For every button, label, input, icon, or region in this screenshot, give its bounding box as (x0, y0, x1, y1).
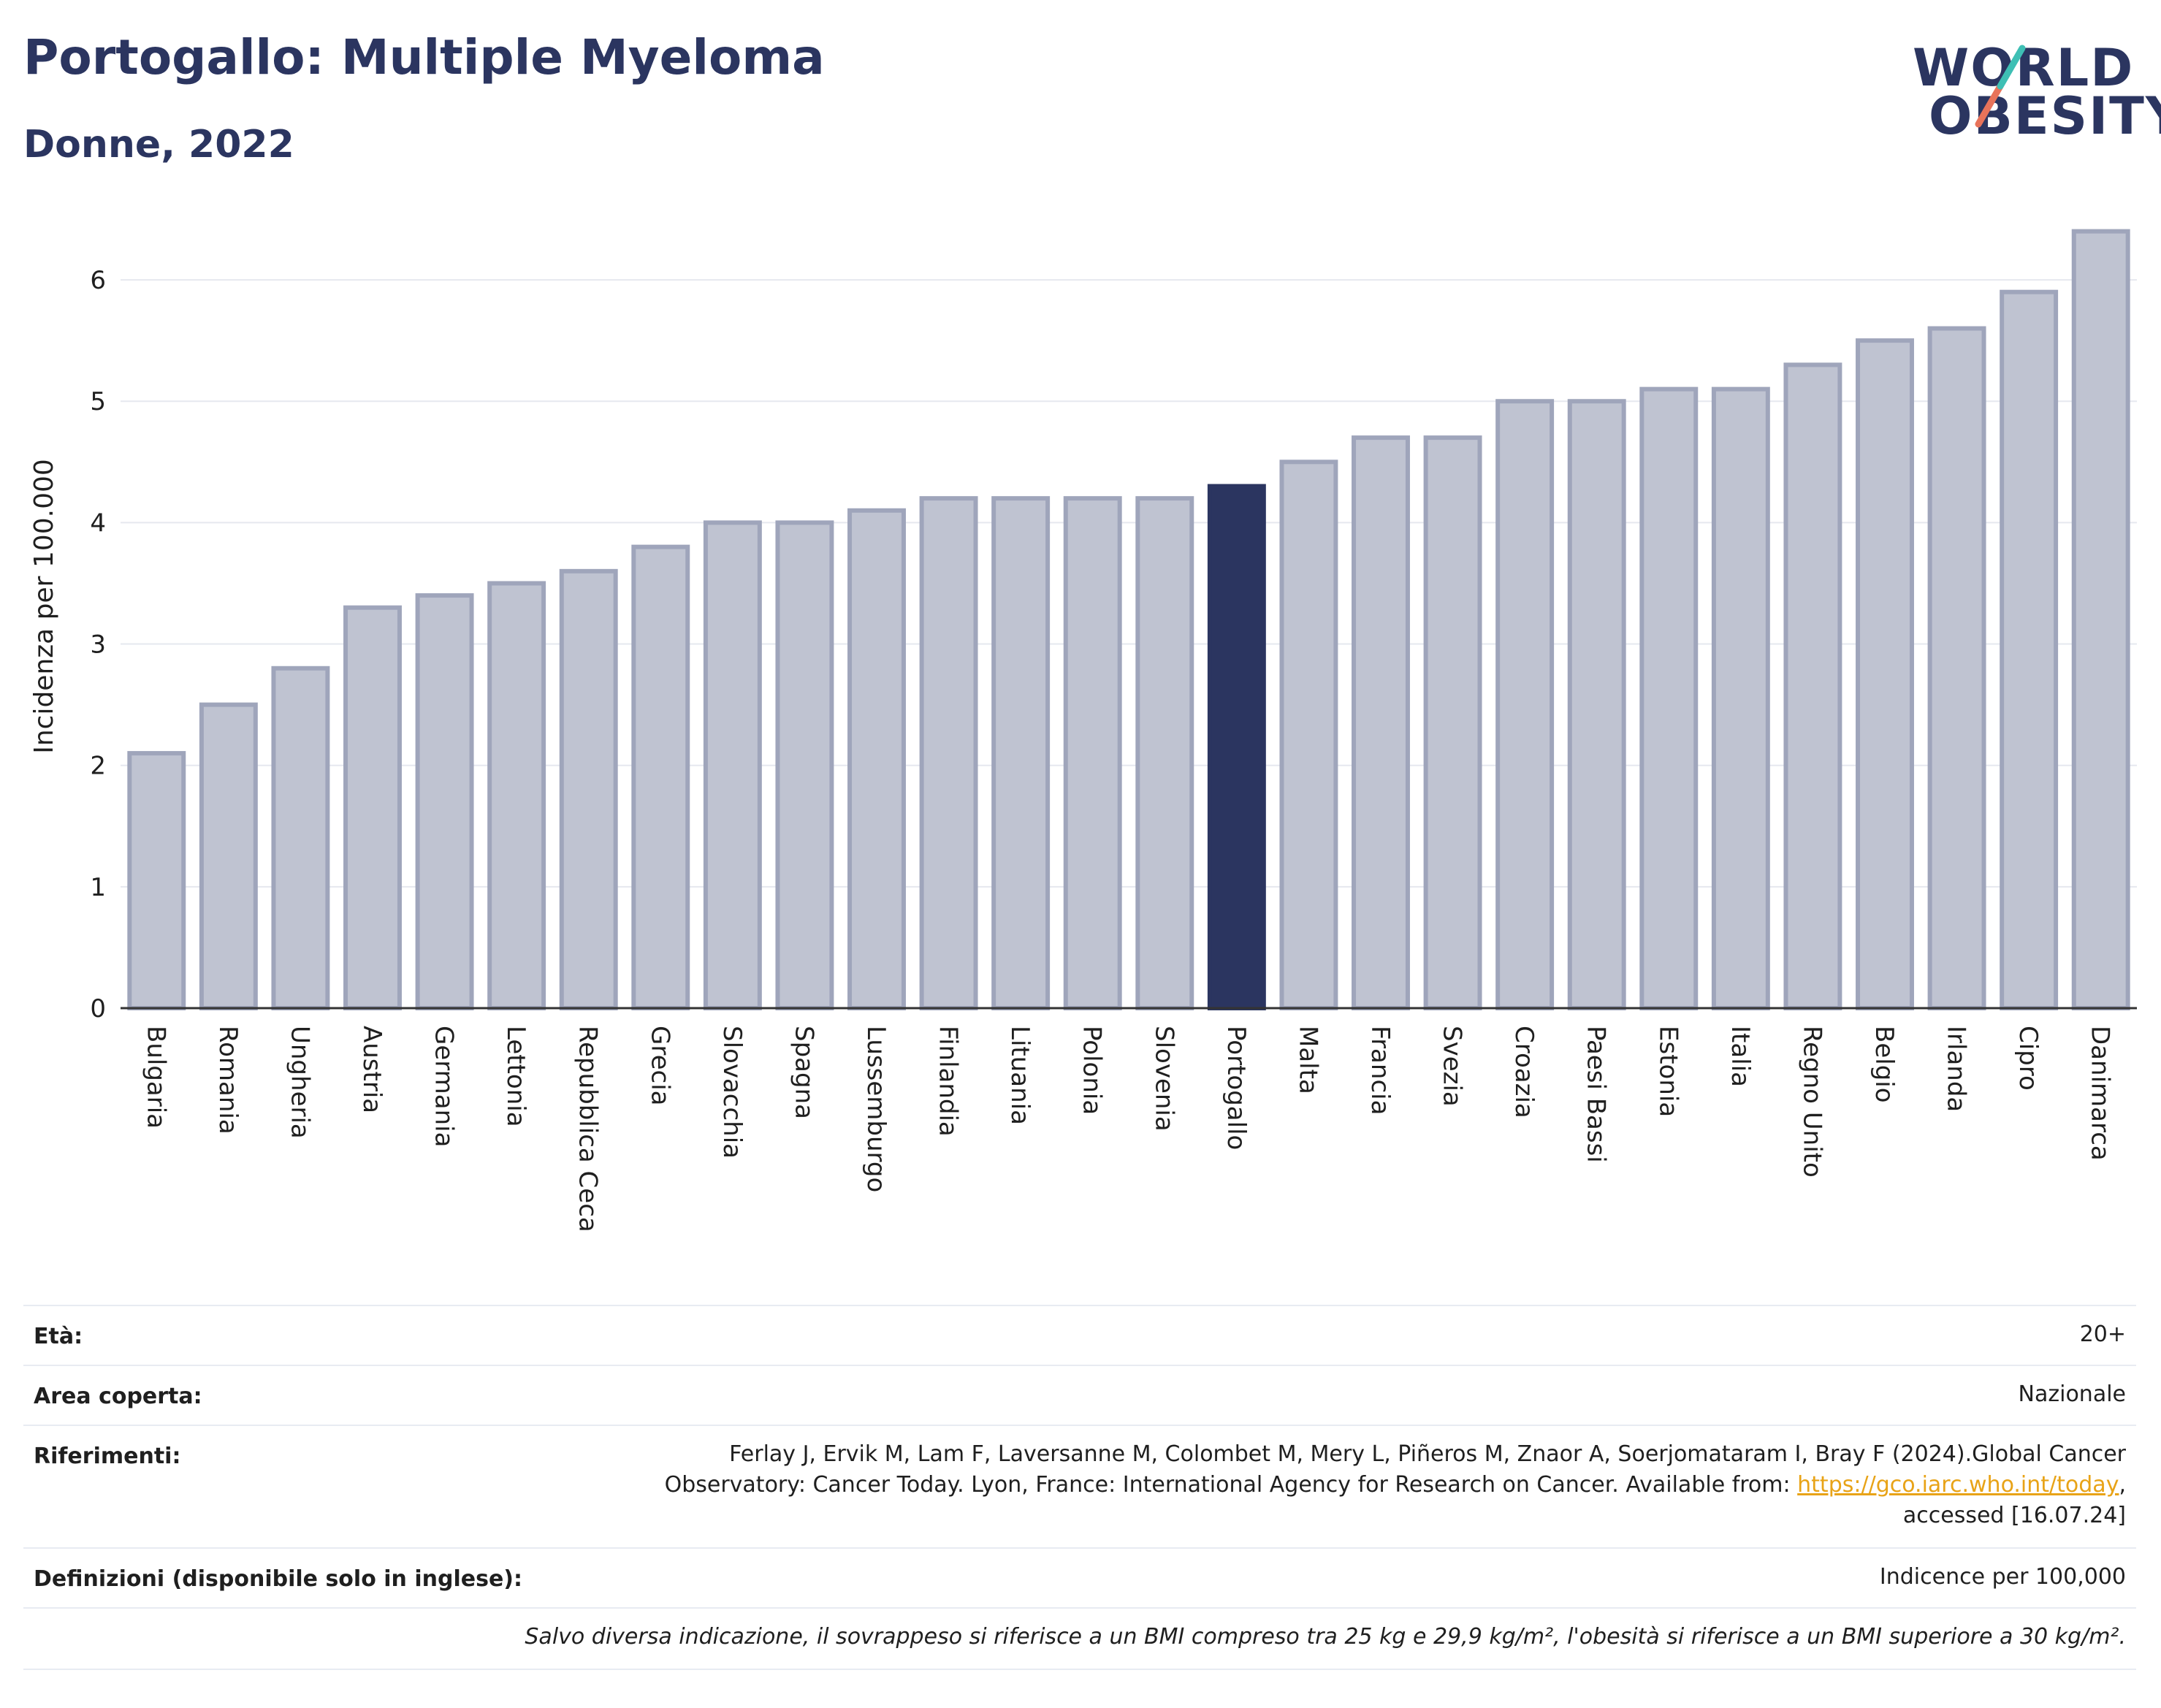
bar (991, 496, 1051, 1010)
bar (343, 605, 402, 1010)
x-tick-label: Svezia (1438, 1026, 1467, 1107)
bar (847, 508, 906, 1010)
area-label: Area coperta: (34, 1384, 202, 1409)
bar (199, 702, 258, 1010)
bar (2071, 229, 2130, 1011)
y-tick-label: 0 (90, 994, 106, 1023)
bar (127, 751, 186, 1010)
page-subtitle: Donne, 2022 (23, 123, 294, 167)
bar-highlighted (1207, 484, 1266, 1010)
x-tick-label: Slovenia (1149, 1026, 1178, 1132)
x-tick-label: Estonia (1653, 1026, 1682, 1117)
bar (1495, 399, 1555, 1010)
y-axis-ticks: 0 1 2 3 4 5 6 (90, 266, 106, 1023)
x-tick-label: Irlanda (1942, 1026, 1971, 1112)
ref-line-3: accessed [16.07.24] (1902, 1503, 2126, 1528)
bar (271, 666, 330, 1010)
ref-line-2-text: Observatory: Cancer Today. Lyon, France:… (664, 1472, 1798, 1498)
x-tick-label: Lituania (1005, 1026, 1034, 1125)
y-tick-label: 6 (90, 266, 106, 295)
logo-line-2: OBESITY (1929, 86, 2161, 146)
info-row-area: Area coperta: Nazionale (23, 1365, 2136, 1426)
y-tick-label: 3 (90, 630, 106, 660)
info-row-eta: Età: 20+ (23, 1305, 2136, 1366)
x-axis-ticks: Bulgaria Romania Ungheria Austria Germania Le… (141, 1026, 2114, 1232)
def-label: Definizioni (disponibile solo in inglese… (34, 1566, 522, 1592)
x-tick-label: Lussemburgo (861, 1026, 891, 1192)
info-row-note: Salvo diversa indicazione, il sovrappeso… (23, 1607, 2136, 1670)
bar (415, 593, 474, 1010)
ref-line-2-end: , (2119, 1472, 2126, 1498)
x-tick-label: Italia (1726, 1026, 1755, 1087)
ref-line-1: Ferlay J, Ervik M, Lam F, Laversanne M, … (729, 1441, 2126, 1467)
x-tick-label: Malta (1293, 1026, 1322, 1094)
x-tick-label: Lettonia (501, 1026, 530, 1127)
bar-chart: 0 1 2 3 4 5 6 Bulgaria Romania Ungheria Austria Ge… (29, 229, 2137, 1232)
y-tick-label: 4 (90, 508, 106, 538)
bar (1639, 386, 1699, 1010)
def-value: Indicence per 100,000 (1879, 1564, 2126, 1590)
y-tick-label: 1 (90, 873, 106, 902)
x-tick-label: Germania (430, 1026, 459, 1147)
chart-bars (127, 229, 2130, 1011)
x-tick-label: Romania (213, 1026, 243, 1135)
x-tick-label: Spagna (789, 1026, 818, 1119)
x-tick-label: Polonia (1078, 1026, 1107, 1115)
ref-link[interactable]: https://gco.iarc.who.int/today (1797, 1472, 2119, 1498)
y-tick-label: 2 (90, 752, 106, 781)
info-row-definizioni: Definizioni (disponibile solo in inglese… (23, 1547, 2136, 1609)
x-tick-label: Belgio (1870, 1026, 1899, 1103)
x-tick-label: Croazia (1509, 1026, 1539, 1118)
x-tick-label: Paesi Bassi (1582, 1026, 1611, 1163)
ref-label: Riferimenti: (34, 1444, 181, 1469)
bar (631, 544, 690, 1010)
bar (1783, 362, 1842, 1010)
x-tick-label: Danimarca (2086, 1026, 2115, 1161)
x-tick-label: Austria (357, 1026, 386, 1113)
footnote: Salvo diversa indicazione, il sovrappeso… (525, 1624, 2126, 1650)
bar (1927, 326, 1986, 1010)
eta-label: Età: (34, 1324, 83, 1349)
x-tick-label: Grecia (645, 1026, 674, 1105)
ref-value: Ferlay J, Ervik M, Lam F, Laversanne M, … (665, 1439, 2126, 1531)
x-tick-label: Repubblica Ceca (573, 1026, 603, 1232)
bar (703, 520, 762, 1010)
x-tick-label: Francia (1365, 1026, 1395, 1115)
bar (919, 496, 978, 1010)
ref-line-2: Observatory: Cancer Today. Lyon, France:… (665, 1470, 2126, 1501)
area-value: Nazionale (2018, 1381, 2126, 1407)
y-tick-label: 5 (90, 387, 106, 416)
x-tick-label: Ungheria (285, 1026, 314, 1139)
bar (2000, 289, 2059, 1010)
x-tick-label: Finlandia (934, 1026, 963, 1137)
bar (559, 568, 618, 1010)
y-axis-label: Incidenza per 100.000 (29, 459, 59, 754)
bar (1279, 460, 1338, 1010)
bar (1423, 435, 1482, 1010)
bar (487, 581, 546, 1010)
bar (1856, 338, 1914, 1010)
page-title: Portogallo: Multiple Myeloma (23, 29, 825, 85)
bar (1711, 386, 1770, 1010)
x-tick-label: Cipro (2013, 1026, 2043, 1091)
bar (1135, 496, 1194, 1010)
logo-slash-icon (1975, 45, 2026, 128)
eta-value: 20+ (2079, 1322, 2126, 1347)
bar (775, 520, 834, 1010)
x-tick-label: Portogallo (1221, 1026, 1251, 1150)
info-row-riferimenti: Riferimenti: Ferlay J, Ervik M, Lam F, L… (23, 1425, 2136, 1549)
x-tick-label: Bulgaria (141, 1026, 170, 1129)
x-tick-label: Regno Unito (1797, 1026, 1826, 1178)
bar (1352, 435, 1410, 1010)
bar (1567, 399, 1626, 1010)
x-tick-label: Slovacchia (717, 1026, 747, 1159)
bar (1063, 496, 1122, 1010)
world-obesity-logo: WORLD OBESITY (1899, 29, 2161, 161)
